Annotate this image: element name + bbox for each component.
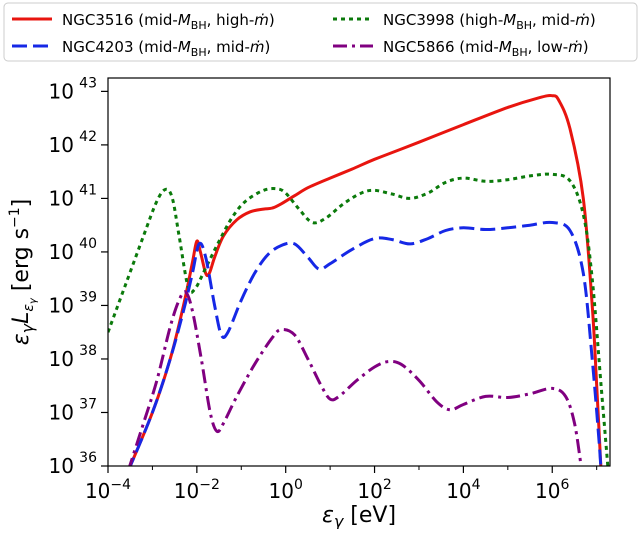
legend-m: M [499, 38, 512, 56]
x-tick-base: 10 [85, 479, 110, 503]
y-tick-base: 10 [49, 186, 74, 210]
series-line-ngc5866 [128, 290, 583, 466]
y-tick-exponent: 36 [79, 450, 97, 466]
legend-sub: BH [512, 46, 528, 59]
legend-box [3, 2, 638, 62]
x-tick-exponent: 6 [561, 477, 570, 493]
legend-sub: BH [516, 19, 532, 32]
y-tick-exponent: 38 [79, 343, 97, 359]
y-tick-base: 10 [49, 347, 74, 371]
legend-mdot: ṁ [575, 11, 590, 29]
y-tick-label: 10 [49, 79, 74, 103]
y-label-eps: ε [9, 333, 34, 345]
legend-label: NGC3998 (high-MBH, mid-ṁ) [383, 11, 596, 32]
x-tick-exponent: 4 [472, 477, 481, 493]
legend-m: M [178, 11, 191, 29]
y-tick-base: 10 [49, 240, 74, 264]
y-tick-label: 10 [49, 240, 74, 264]
x-tick-exponent: −2 [199, 477, 220, 493]
y-label-close: ] [9, 199, 34, 208]
x-tick-base: 10 [357, 479, 382, 503]
y-tick-exponent: 39 [79, 289, 97, 305]
x-label-unit: [eV] [343, 503, 396, 528]
y-label-unit: [erg s [9, 228, 34, 298]
y-tick-exponent: 41 [79, 182, 97, 198]
legend-mdot: ṁ [568, 38, 583, 56]
y-label-unit-exp: −1 [7, 207, 23, 228]
y-label-sub-gamma: γ [28, 297, 39, 304]
legend-text: ) [269, 11, 275, 29]
legend-label: NGC3516 (mid-MBH, high-ṁ) [62, 11, 275, 32]
x-tick-base: 10 [535, 479, 560, 503]
x-axis-label: εγ [eV] [322, 503, 396, 529]
y-label-l: L [9, 312, 34, 324]
y-tick-exponent: 37 [79, 396, 97, 412]
x-tick-label: 106 [535, 477, 569, 503]
y-tick-base: 10 [49, 293, 74, 317]
plot-frame [107, 77, 611, 467]
x-tick-label: 10−4 [85, 477, 131, 503]
legend-text: ) [583, 38, 589, 56]
series-group [108, 94, 610, 466]
x-tick-label: 10−2 [174, 477, 220, 503]
y-tick-base: 10 [49, 79, 74, 103]
legend-m: M [503, 11, 516, 29]
y-tick-base: 10 [49, 133, 74, 157]
legend-m: M [178, 38, 191, 56]
legend-sub: BH [191, 46, 207, 59]
x-tick-label: 100 [269, 477, 303, 503]
y-axis-label: εγLεγ [erg s−1] [7, 199, 39, 346]
y-tick-label: 10 [49, 400, 74, 424]
legend-text: NGC4203 (mid- [62, 38, 178, 56]
y-tick-label: 10 [49, 186, 74, 210]
legend-text: , mid- [207, 38, 250, 56]
y-tick-exponent: 40 [79, 236, 97, 252]
x-tick-base: 10 [269, 479, 294, 503]
legend-text: NGC5866 (mid- [383, 38, 499, 56]
legend-text: , mid- [532, 11, 575, 29]
x-tick-exponent: 0 [294, 477, 303, 493]
legend-mdot: ṁ [254, 11, 269, 29]
x-tick-base: 10 [174, 479, 199, 503]
legend-text: , low- [528, 38, 569, 56]
legend-text: , high- [207, 11, 255, 29]
series-line-ngc4203 [128, 220, 603, 466]
legend-text: ) [590, 11, 596, 29]
y-tick-label: 10 [49, 133, 74, 157]
x-label-gamma: γ [334, 512, 345, 529]
legend-label: NGC5866 (mid-MBH, low-ṁ) [383, 38, 589, 59]
legend-mdot: ṁ [250, 38, 265, 56]
legend-text: ) [264, 38, 270, 56]
y-tick-label: 10 [49, 347, 74, 371]
x-tick-label: 104 [446, 477, 480, 503]
y-tick-label: 10 [49, 293, 74, 317]
x-tick-exponent: −4 [110, 477, 131, 493]
legend-sub: BH [191, 19, 207, 32]
x-tick-base: 10 [446, 479, 471, 503]
series-line-ngc3998 [108, 172, 610, 466]
x-tick-label: 102 [357, 477, 391, 503]
legend-text: NGC3516 (mid- [62, 11, 178, 29]
series-line-ngc3516 [128, 94, 603, 466]
x-tick-exponent: 2 [383, 477, 392, 493]
legend-label: NGC4203 (mid-MBH, mid-ṁ) [62, 38, 270, 59]
y-tick-label: 10 [49, 454, 74, 478]
x-label-eps: ε [322, 503, 334, 528]
legend-text: NGC3998 (high- [383, 11, 503, 29]
y-tick-base: 10 [49, 400, 74, 424]
y-tick-exponent: 42 [79, 129, 97, 145]
y-label-gamma: γ [18, 322, 37, 333]
y-tick-base: 10 [49, 454, 74, 478]
y-label-sub-eps: ε [21, 304, 37, 312]
y-tick-exponent: 43 [79, 75, 97, 91]
